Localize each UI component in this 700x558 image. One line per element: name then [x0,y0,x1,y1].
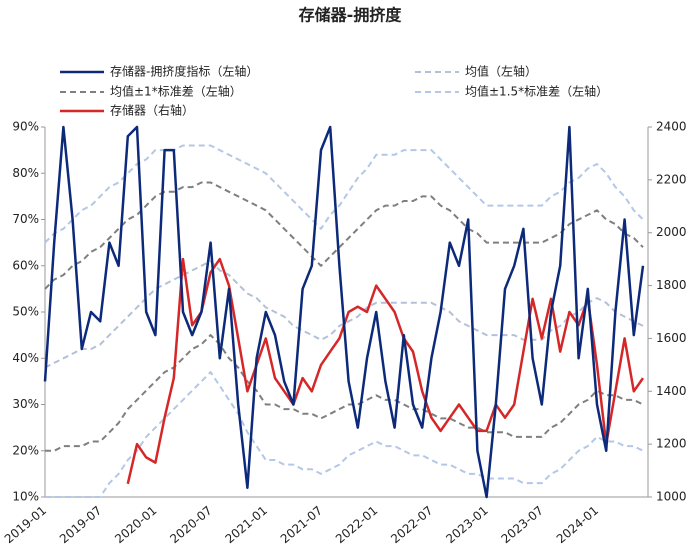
y2-tick-label: 1200 [656,437,687,451]
y2-tick-label: 2400 [656,120,687,134]
legend-label: 存储器（右轴） [110,103,194,118]
y-tick-label: 90% [12,120,39,134]
legend-label: 存储器-拥挤度指标（左轴） [110,64,258,79]
chart-title: 存储器-拥挤度 [299,6,403,25]
y-tick-label: 70% [12,212,39,226]
y2-tick-label: 1000 [656,490,687,504]
x-tick-label: 2020-07 [167,503,214,546]
y2-tick-label: 1600 [656,331,687,345]
y-tick-label: 50% [12,305,39,319]
y-tick-label: 40% [12,351,39,365]
legend-label: 均值（左轴） [465,64,537,79]
y-tick-label: 20% [12,443,39,457]
x-tick-label: 2020-01 [112,503,159,546]
legend-label: 均值±1*标准差（左轴） [110,84,242,99]
y-tick-label: 60% [12,258,39,272]
x-tick-label: 2023-07 [499,503,546,546]
y-tick-label: 10% [12,490,39,504]
x-tick-label: 2022-07 [388,503,435,546]
legend-label: 均值±1.5*标准差（左轴） [465,84,608,99]
x-tick-label: 2021-07 [278,503,325,546]
x-tick-label: 2019-07 [57,503,104,546]
y-tick-label: 80% [12,166,39,180]
series-line [44,181,644,290]
y2-tick-label: 2000 [656,225,687,239]
series-line [43,125,645,499]
series-line [44,144,644,244]
y2-tick-label: 1400 [656,384,687,398]
x-tick-label: 2024-01 [554,503,601,546]
y2-tick-label: 1800 [656,278,687,292]
x-tick-label: 2021-01 [223,503,270,546]
x-tick-label: 2022-01 [333,503,380,546]
x-tick-label: 2019-01 [2,503,49,546]
x-tick-label: 2023-01 [443,503,490,546]
y-tick-label: 30% [12,397,39,411]
series-line-lower [45,371,644,498]
y2-tick-label: 2200 [656,172,687,186]
series-line-lower [45,334,644,452]
